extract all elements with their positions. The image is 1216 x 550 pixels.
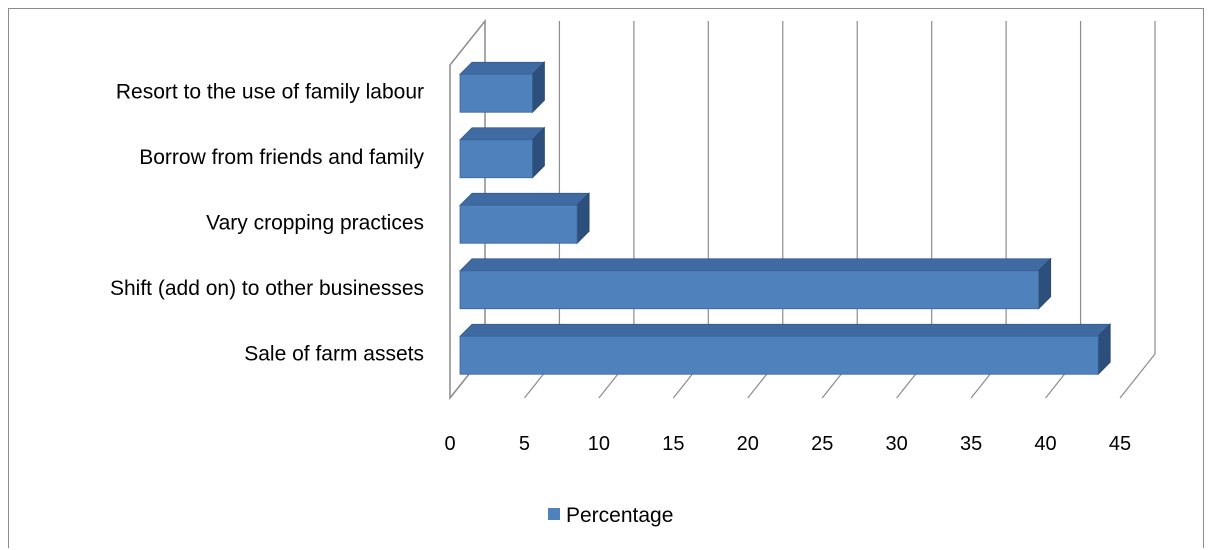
- bar-front-face: [459, 139, 533, 179]
- bar-top-face: [459, 61, 546, 75]
- bar-top-face: [459, 258, 1052, 272]
- bar: [459, 192, 591, 245]
- bar-front-face: [459, 270, 1040, 310]
- legend-swatch-percentage: [548, 508, 560, 520]
- x-tick-label: 0: [444, 433, 455, 455]
- bars: [459, 61, 1112, 376]
- category-label: Vary cropping practices: [206, 211, 424, 234]
- bar-front-face: [459, 73, 533, 113]
- category-labels: Sale of farm assets Shift (add on) to oth…: [110, 80, 425, 365]
- category-label: Sale of farm assets: [244, 342, 424, 365]
- x-axis-tick-labels: 0 5 10 15 20 25 30 35 40 45: [444, 433, 1131, 455]
- x-tick-label: 5: [519, 433, 530, 455]
- bar: [459, 323, 1112, 376]
- x-tick-label: 20: [737, 433, 759, 455]
- x-tick-label: 40: [1034, 433, 1056, 455]
- legend: Percentage: [548, 504, 673, 527]
- bar-front-face: [459, 335, 1099, 375]
- x-tick-label: 30: [886, 433, 908, 455]
- bar-top-face: [459, 127, 546, 141]
- category-label: Borrow from friends and family: [139, 146, 424, 169]
- category-label: Resort to the use of family labour: [116, 80, 424, 103]
- category-label: Shift (add on) to other businesses: [110, 277, 424, 300]
- bar: [459, 61, 546, 114]
- x-tick-label: 15: [662, 433, 684, 455]
- gridline-floor: [1119, 353, 1156, 399]
- x-tick-label: 45: [1109, 433, 1131, 455]
- bar-top-face: [459, 323, 1112, 337]
- legend-label-percentage: Percentage: [566, 504, 673, 527]
- bar-front-face: [459, 204, 578, 244]
- x-tick-label: 35: [960, 433, 982, 455]
- x-tick-label: 25: [811, 433, 833, 455]
- bar: [459, 126, 546, 179]
- bar: [459, 257, 1052, 310]
- bar-top-face: [459, 192, 591, 206]
- x-tick-label: 10: [588, 433, 610, 455]
